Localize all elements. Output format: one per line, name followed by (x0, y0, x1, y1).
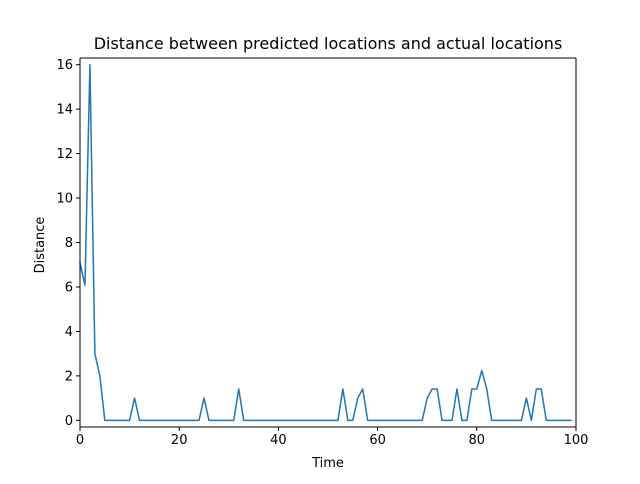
x-tick-label: 0 (76, 433, 84, 448)
chart-title: Distance between predicted locations and… (94, 34, 563, 53)
y-tick-label: 16 (56, 58, 73, 73)
x-tick-label: 80 (469, 433, 486, 448)
x-tick-label: 60 (369, 433, 386, 448)
y-tick-label: 2 (65, 369, 73, 384)
y-tick-label: 14 (56, 103, 73, 118)
plot-area: 0 20 40 60 80 100 0 2 4 6 8 10 12 14 16 (56, 57, 589, 448)
x-tick-label: 40 (270, 433, 287, 448)
y-tick-label: 8 (65, 236, 73, 251)
x-tick-label: 100 (564, 433, 589, 448)
y-tick-label: 12 (56, 147, 73, 162)
y-tick-label: 4 (65, 325, 73, 340)
series-line-0 (79, 63, 572, 422)
y-tick-label: 6 (65, 280, 73, 295)
y-tick-label: 10 (56, 192, 73, 207)
x-axis-label: Time (311, 456, 344, 471)
x-tick-label: 20 (171, 433, 188, 448)
y-axis-label: Distance (33, 217, 48, 274)
y-tick-label: 0 (65, 414, 73, 429)
